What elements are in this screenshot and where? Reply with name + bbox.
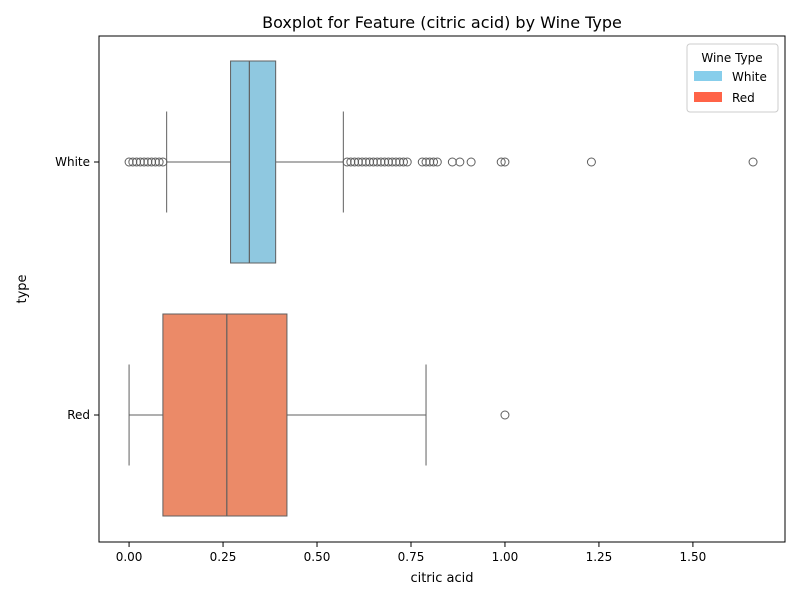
box-group-red — [128, 313, 510, 517]
outlier-point-white — [586, 157, 596, 167]
box-group-white — [124, 60, 758, 264]
y-tick-label: White — [55, 155, 90, 169]
outlier-point-white — [158, 157, 168, 167]
outlier-point-white — [466, 157, 476, 167]
y-axis-label: type — [15, 274, 30, 303]
outlier-point-white — [455, 157, 465, 167]
outlier-point-white — [154, 157, 164, 167]
box-red — [162, 313, 288, 517]
x-tick-label: 0.25 — [210, 550, 237, 564]
axes: 0.00 0.25 0.50 0.75 1.00 1.25 1.50 White Red — [55, 155, 706, 564]
outlier-point-red — [500, 410, 510, 420]
outlier-point-white — [429, 157, 439, 167]
legend-swatch-white — [694, 71, 722, 81]
chart-title: Boxplot for Feature (citric acid) by Win… — [262, 13, 622, 32]
x-tick-label: 0.50 — [304, 550, 331, 564]
outlier-point-white — [748, 157, 758, 167]
outlier-point-white — [447, 157, 457, 167]
outlier-point-white — [500, 157, 510, 167]
x-tick-label: 1.25 — [586, 550, 613, 564]
x-tick-label: 0.75 — [398, 550, 425, 564]
x-tick-label: 1.50 — [680, 550, 707, 564]
outlier-point-white — [398, 157, 408, 167]
y-tick-label: Red — [67, 408, 90, 422]
x-tick-label: 0.00 — [116, 550, 143, 564]
legend: Wine Type White Red — [686, 43, 779, 113]
plot-area — [124, 60, 758, 517]
x-axis-label: citric acid — [410, 571, 473, 586]
outlier-point-white — [432, 157, 442, 167]
box-white — [230, 60, 277, 264]
legend-swatch-red — [694, 92, 722, 102]
outlier-point-white — [402, 157, 412, 167]
legend-label-white: White — [732, 70, 767, 84]
plot-frame — [98, 35, 786, 543]
x-tick-label: 1.00 — [492, 550, 519, 564]
legend-label-red: Red — [732, 91, 755, 105]
outlier-point-white — [496, 157, 506, 167]
legend-title: Wine Type — [701, 51, 762, 65]
